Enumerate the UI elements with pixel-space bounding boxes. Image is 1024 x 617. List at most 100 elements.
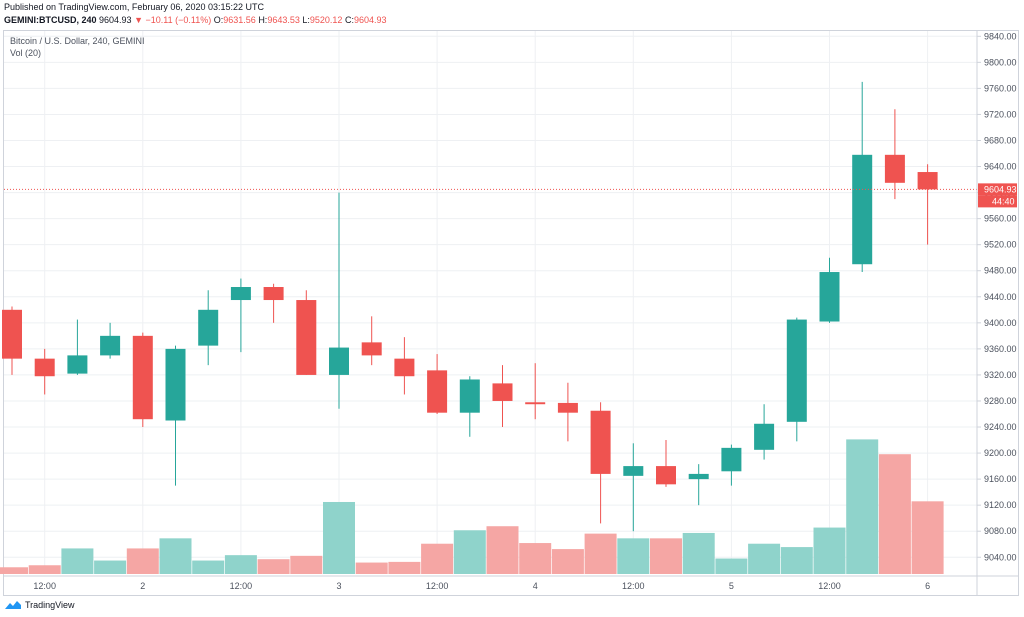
- close-label: C:: [344, 15, 354, 25]
- candle-up[interactable]: [230, 287, 251, 301]
- candle-up[interactable]: [165, 348, 186, 421]
- symbol-label: GEMINI:BTCUSD, 240: [4, 15, 97, 25]
- y-tick-label: 9400.00: [984, 318, 1017, 328]
- volume-bar: [257, 559, 290, 574]
- candle-up[interactable]: [198, 309, 219, 346]
- low-value: 9520.12: [309, 15, 343, 25]
- candle-up[interactable]: [623, 466, 644, 476]
- y-tick-label: 9840.00: [984, 31, 1017, 41]
- low-label: L:: [302, 15, 310, 25]
- volume-bar: [650, 538, 682, 574]
- volume-bar: [617, 538, 650, 574]
- candle-down[interactable]: [590, 410, 611, 474]
- volume-bar: [551, 549, 584, 574]
- volume-bar: [224, 555, 257, 574]
- candle-down[interactable]: [525, 402, 546, 405]
- candle-down[interactable]: [34, 358, 55, 377]
- candle-down[interactable]: [296, 300, 317, 375]
- volume-bar: [813, 527, 846, 574]
- y-tick-label: 9360.00: [984, 344, 1017, 354]
- x-tick-label: 12:00: [622, 581, 645, 591]
- x-tick-label: 12:00: [230, 581, 253, 591]
- y-tick-label: 9760.00: [984, 83, 1017, 93]
- volume-bar: [388, 561, 421, 574]
- tradingview-logo-icon: [5, 601, 21, 609]
- x-tick-label: 4: [533, 581, 538, 591]
- candle-up[interactable]: [67, 355, 88, 374]
- candle-up[interactable]: [721, 447, 742, 472]
- x-tick-label: 5: [729, 581, 734, 591]
- volume-bar: [126, 548, 159, 574]
- countdown-label: 44:40: [992, 196, 1015, 206]
- volume-bar: [584, 533, 617, 574]
- close-value: 9604.93: [353, 15, 387, 25]
- open-label: O:: [213, 15, 224, 25]
- candle-down[interactable]: [656, 466, 676, 485]
- y-tick-label: 9320.00: [984, 370, 1017, 380]
- candle-down[interactable]: [884, 154, 905, 183]
- candle-down[interactable]: [263, 287, 284, 301]
- brand-label: TradingView: [25, 600, 75, 610]
- candle-up[interactable]: [786, 319, 807, 422]
- volume-bar: [911, 501, 944, 574]
- chart-legend-title: Bitcoin / U.S. Dollar, 240, GEMINI: [10, 36, 145, 46]
- y-tick-label: 9480.00: [984, 266, 1017, 276]
- volume-bar: [519, 543, 552, 574]
- y-tick-label: 9120.00: [984, 500, 1017, 510]
- y-tick-label: 9240.00: [984, 422, 1017, 432]
- candle-up[interactable]: [688, 473, 709, 480]
- x-tick-label: 3: [336, 581, 341, 591]
- candle-down[interactable]: [492, 383, 513, 401]
- candle-down[interactable]: [361, 342, 382, 356]
- ohlc-header: GEMINI:BTCUSD, 240 9604.93 ▼ −10.11 (−0.…: [4, 15, 387, 25]
- y-tick-label: 9160.00: [984, 474, 1017, 484]
- volume-bar: [0, 567, 28, 574]
- candle-up[interactable]: [754, 423, 775, 450]
- candle-up[interactable]: [329, 347, 349, 375]
- x-tick-label: 12:00: [426, 581, 449, 591]
- volume-bar: [192, 560, 225, 574]
- y-tick-label: 9680.00: [984, 135, 1017, 145]
- y-tick-label: 9080.00: [984, 526, 1017, 536]
- volume-bar: [290, 555, 323, 574]
- countdown-badge: [978, 195, 1017, 208]
- volume-bar: [682, 532, 715, 574]
- candle-down[interactable]: [2, 309, 22, 359]
- x-tick-label: 6: [925, 581, 930, 591]
- high-label: H:: [258, 15, 268, 25]
- volume-bar: [846, 439, 879, 574]
- volume-bar: [28, 565, 61, 574]
- y-tick-label: 9720.00: [984, 109, 1017, 119]
- volume-bar: [748, 543, 781, 574]
- candle-down[interactable]: [394, 358, 415, 377]
- volume-bar: [878, 454, 911, 574]
- volume-bar: [486, 526, 519, 574]
- y-tick-label: 9640.00: [984, 162, 1017, 172]
- candle-down[interactable]: [132, 335, 153, 420]
- volume-bar: [421, 543, 454, 574]
- volume-bar: [453, 530, 486, 574]
- candle-up[interactable]: [100, 335, 121, 356]
- last-price-label: 9604.93: [984, 184, 1017, 194]
- y-tick-label: 9280.00: [984, 396, 1017, 406]
- y-tick-label: 9200.00: [984, 448, 1017, 458]
- last-price-badge: [978, 183, 1017, 196]
- change-value: ▼ −10.11 (−0.11%): [134, 15, 212, 25]
- candle-up[interactable]: [852, 154, 873, 265]
- candle-up[interactable]: [819, 272, 840, 322]
- x-tick-label: 12:00: [33, 581, 56, 591]
- candle-up[interactable]: [459, 379, 480, 413]
- volume-bar: [94, 560, 127, 574]
- volume-bar: [780, 547, 813, 574]
- x-tick-label: 2: [140, 581, 145, 591]
- volume-bar: [61, 548, 94, 574]
- volume-bar: [159, 538, 192, 574]
- tradingview-brand[interactable]: TradingView: [4, 597, 75, 613]
- candle-down[interactable]: [427, 370, 448, 413]
- candle-down[interactable]: [557, 402, 578, 413]
- volume-bar: [355, 562, 388, 574]
- candle-down[interactable]: [917, 172, 938, 190]
- y-tick-label: 9800.00: [984, 57, 1017, 67]
- y-tick-label: 9520.00: [984, 240, 1017, 250]
